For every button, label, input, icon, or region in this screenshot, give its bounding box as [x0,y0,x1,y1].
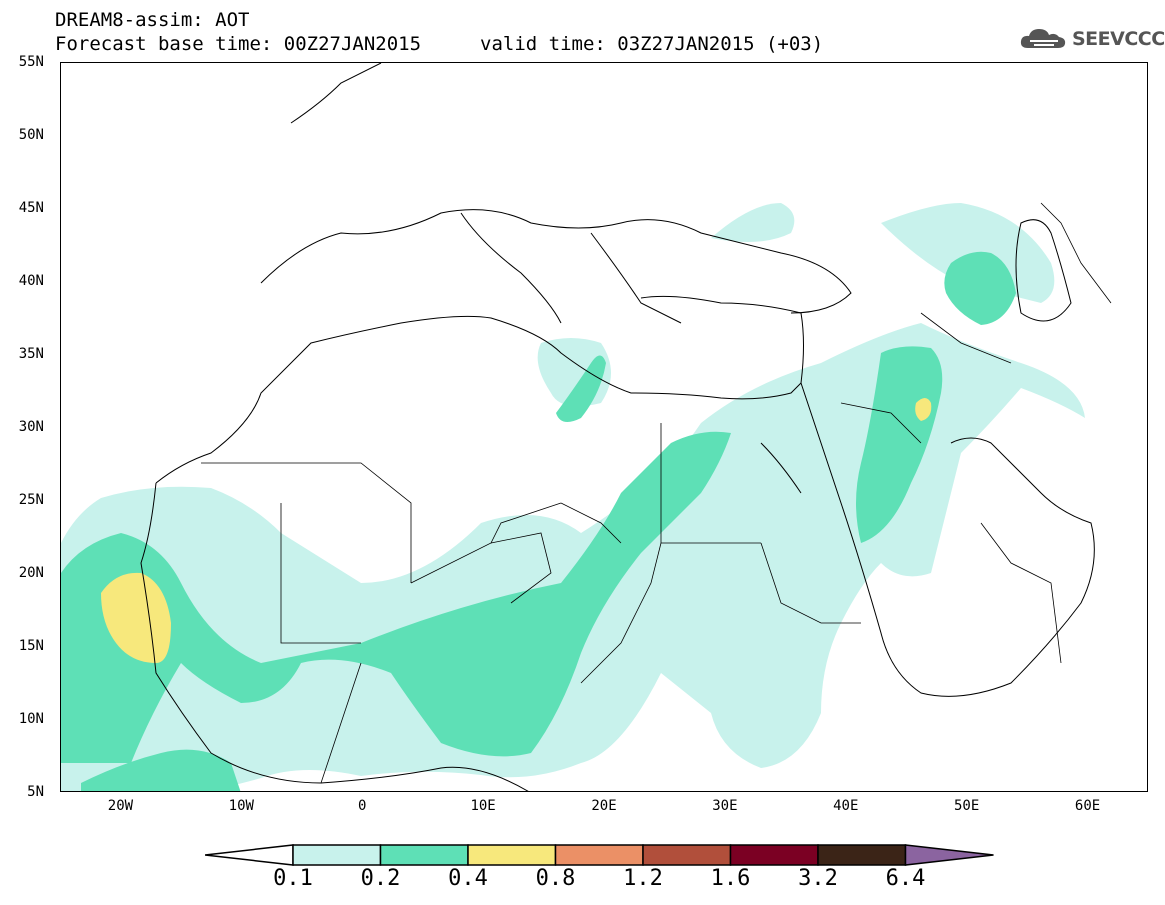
colorbar-segment [904,844,994,866]
logo-text: SEEVCCC [1072,28,1165,50]
lon-tick-label: 10E [470,798,496,814]
colorbar-segment [292,844,382,866]
colorbar-segment [554,844,644,866]
colorbar-level-label: 0.1 [273,866,313,891]
country-borders [201,202,1112,784]
lat-tick-label: 55N [18,54,44,70]
lon-tick-label: 50E [954,798,980,814]
aot-shading-high [101,398,932,663]
coastlines [140,63,1095,791]
lon-tick-label: 40E [833,798,859,814]
aot-map [61,63,1112,791]
colorbar-segment [467,844,557,866]
colorbar-level-label: 0.8 [535,866,576,891]
lat-tick-label: 40N [18,273,44,289]
lat-tick-label: 20N [18,565,44,581]
colorbar-level-label: 1.6 [710,866,751,891]
lat-tick-label: 35N [18,346,44,362]
lat-tick-label: 25N [18,492,44,508]
lat-tick-label: 15N [18,638,44,654]
colorbar-level-label: 0.4 [448,866,488,891]
lat-tick-label: 5N [27,784,44,800]
colorbar-level-label: 3.2 [798,866,838,891]
colorbar-segment [379,844,469,866]
colorbar [205,844,994,866]
colorbar-segment [817,844,907,866]
seevccc-logo: SEEVCCC [1018,26,1165,52]
map-panel [60,62,1148,792]
lon-tick-label: 10W [228,798,254,814]
colorbar-level-label: 1.2 [623,866,663,891]
lat-tick-label: 10N [18,711,44,727]
lon-tick-label: 30E [712,798,738,814]
valid-time: valid time: 03Z27JAN2015 (+03) [480,33,824,55]
map-title: DREAM8-assim: AOT [55,9,250,31]
lon-tick-label: 20E [591,798,617,814]
aot-shading-light [61,203,1085,791]
lon-tick-label: 20W [107,798,134,814]
cloud-icon [1020,29,1066,48]
colorbar-segment [729,844,819,866]
aot-shading-medium [61,251,1016,791]
lon-tick-label: 0 [358,798,367,814]
lat-tick-label: 45N [18,200,44,216]
lon-tick-label: 60E [1074,798,1101,814]
colorbar-segment [205,844,294,866]
colorbar-level-label: 6.4 [885,866,926,891]
forecast-base-time: Forecast base time: 00Z27JAN2015 [55,33,422,55]
lat-tick-label: 30N [18,419,44,435]
lat-tick-label: 50N [18,127,44,143]
colorbar-level-label: 0.2 [360,866,401,891]
colorbar-segment [642,844,732,866]
